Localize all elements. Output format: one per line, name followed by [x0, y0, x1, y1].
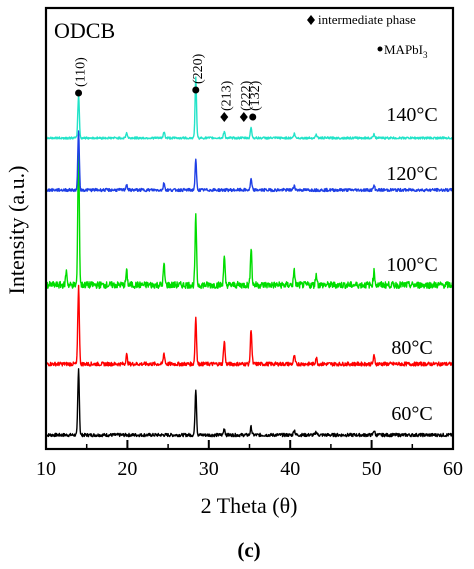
peak-label: (213): [219, 80, 234, 111]
legend-mapbi-subscript: 3: [423, 50, 428, 60]
figure-caption: (c): [237, 538, 260, 562]
peak-label: (222): [239, 80, 254, 111]
legend-circle-marker: [377, 46, 383, 52]
series-line: [45, 284, 454, 367]
series-line: [45, 76, 454, 140]
peak-diamond-marker: [239, 112, 248, 122]
series-line: [45, 368, 454, 438]
series-labels: 60°C 80°C 100°C 120°C 140°C: [386, 104, 437, 425]
series-label: 140°C: [386, 104, 437, 126]
x-ticks: 10 20 30 40 50 60: [36, 440, 463, 480]
x-tick-label: 50: [362, 458, 382, 480]
peak-diamond-marker: [220, 112, 229, 122]
series-label: 80°C: [391, 337, 432, 359]
series-label: 100°C: [386, 254, 437, 276]
x-axis-label: 2 Theta (θ): [201, 493, 298, 518]
peak-label: (220): [191, 53, 206, 84]
x-tick-label: 40: [280, 458, 300, 480]
peak-label: (110): [74, 57, 89, 87]
x-tick-label: 60: [443, 458, 463, 480]
panel-label: ODCB: [54, 18, 115, 43]
plot-frame: [44, 6, 455, 451]
series-line: [45, 130, 454, 193]
legend-diamond-marker: [307, 15, 315, 25]
legend: intermediate phase MAPbI3: [307, 12, 428, 60]
legend-mapbi-label: MAPbI3: [384, 42, 428, 60]
legend-mapbi-text: MAPbI: [384, 42, 423, 57]
x-tick-label: 20: [117, 458, 137, 480]
series-line: [45, 151, 454, 290]
legend-intermediate-label: intermediate phase: [318, 12, 416, 27]
peak-circle-marker: [192, 86, 200, 94]
series-label: 120°C: [386, 163, 437, 185]
peak-label: (132): [248, 80, 263, 111]
x-tick-label: 10: [36, 458, 56, 480]
peak-annotations: (110) (220) (213) (222)(132): [74, 53, 263, 122]
peak-circle-marker: [75, 89, 83, 97]
series-traces: [45, 76, 454, 438]
peak-circle-marker: [249, 113, 257, 121]
series-label: 60°C: [391, 403, 432, 425]
x-tick-label: 30: [199, 458, 219, 480]
y-axis-label: Intensity (a.u.): [4, 166, 29, 295]
